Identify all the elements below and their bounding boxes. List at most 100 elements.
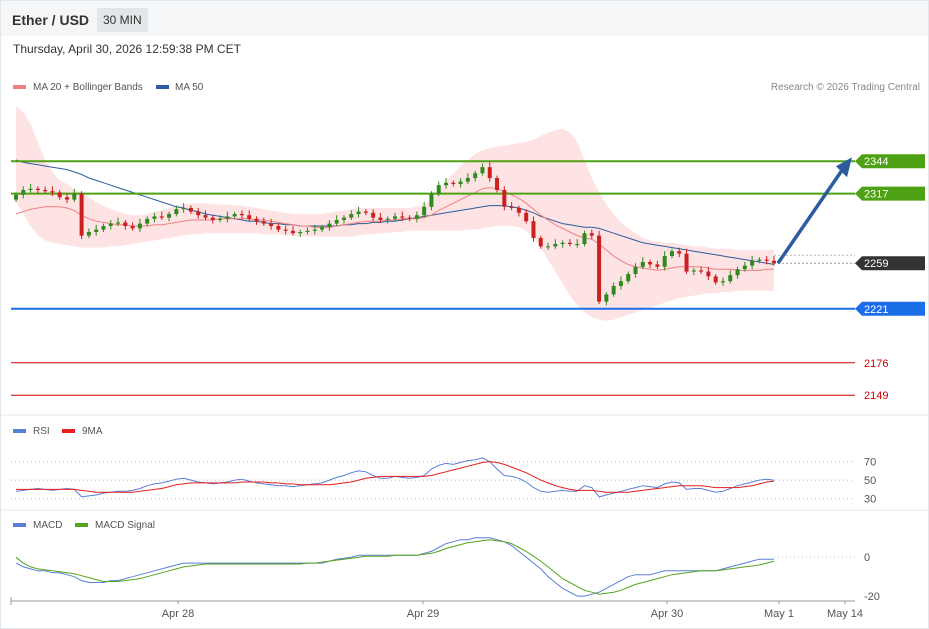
candle-body — [582, 233, 587, 244]
candle-body — [444, 182, 449, 186]
candle-body — [65, 197, 70, 200]
copyright-text: Research © 2026 Trading Central — [771, 82, 920, 93]
candle-body — [720, 281, 725, 283]
candle-body — [611, 286, 616, 295]
candle-body — [290, 230, 295, 234]
legend-label-macd-signal: MACD Signal — [95, 520, 155, 531]
candle-body — [677, 251, 682, 254]
candle-body — [225, 216, 230, 219]
candle-body — [502, 190, 507, 207]
candle-body — [509, 206, 514, 208]
candle-body — [757, 259, 762, 261]
candle-body — [451, 182, 456, 184]
candle-body — [269, 223, 274, 226]
candle-body — [618, 281, 623, 286]
candle-body — [203, 215, 208, 218]
legend-swatch-macd-signal — [75, 523, 88, 527]
legend-swatch-ma20 — [13, 85, 26, 89]
candle-body — [232, 214, 237, 217]
rsi-legend: RSI 9MA — [13, 426, 103, 437]
candle-body — [422, 206, 427, 216]
candle-body — [764, 259, 769, 261]
candle-body — [436, 185, 441, 194]
level-tag-2221 — [855, 301, 925, 316]
candle-body — [123, 222, 128, 226]
candle-body — [356, 211, 361, 214]
candle-body — [145, 218, 150, 224]
candle-body — [524, 212, 529, 222]
rsi-panel: 70 50 30 — [11, 457, 876, 506]
candle-body — [589, 233, 594, 236]
candle-body — [371, 212, 376, 218]
candle-body — [458, 181, 463, 184]
candle-body — [247, 215, 252, 219]
candle-body — [276, 226, 281, 230]
legend-swatch-rsi-ma — [62, 429, 75, 433]
datetime-label: Thursday, April 30, 2026 12:59:38 PM CET — [13, 42, 241, 56]
candle-body — [254, 218, 259, 222]
candle-body — [137, 223, 142, 229]
candle-body — [669, 251, 674, 256]
forecast-arrow-shaft — [776, 169, 844, 265]
candle-body — [546, 246, 551, 248]
legend-swatch-macd — [13, 523, 26, 527]
candle-body — [429, 193, 434, 207]
candle-body — [320, 227, 325, 230]
candle-body — [349, 214, 354, 218]
candle-body — [181, 208, 186, 210]
candle-body — [414, 215, 419, 219]
candle-body — [341, 217, 346, 220]
candle-body — [210, 217, 215, 220]
x-axis-label: Apr 28 — [162, 608, 194, 620]
candle-body — [699, 270, 704, 272]
candle-body — [50, 191, 55, 193]
level-tag-2344 — [855, 154, 925, 169]
forecast-arrow-head — [836, 157, 852, 178]
rsi-tick-label-30: 30 — [864, 494, 876, 506]
candle-body — [108, 223, 113, 226]
candle-body — [72, 193, 77, 200]
candle-body — [196, 211, 201, 216]
candle-body — [772, 260, 776, 264]
level-label-2176: 2176 — [864, 358, 888, 370]
candle-body — [648, 262, 653, 265]
candle-body — [14, 194, 18, 200]
candle-body — [480, 167, 485, 174]
candle-body — [385, 218, 390, 220]
candle-body — [79, 193, 84, 236]
candle-body — [706, 271, 711, 277]
candle-body — [560, 242, 565, 244]
candle-body — [378, 217, 383, 220]
macd-panel: 0 -20 — [15, 537, 880, 603]
candle-body — [21, 190, 26, 195]
x-axis-label: Apr 30 — [651, 608, 683, 620]
price-legend: MA 20 + Bollinger Bands MA 50 — [13, 82, 204, 93]
candle-body — [691, 270, 696, 272]
candle-body — [261, 221, 266, 224]
candle-body — [473, 173, 478, 178]
candle-body — [101, 226, 106, 230]
timeframe-button[interactable]: 30 MIN — [97, 8, 148, 32]
candle-body — [713, 276, 718, 283]
candle-body — [167, 214, 172, 218]
level-label-2221: 2221 — [864, 304, 888, 316]
candle-body — [400, 216, 405, 218]
candle-body — [334, 220, 339, 224]
legend-label-rsi: RSI — [33, 426, 50, 437]
candle-body — [363, 211, 368, 213]
candle-body — [283, 229, 288, 231]
candle-body — [626, 274, 631, 282]
level-label-2149: 2149 — [864, 390, 888, 402]
candle-body — [94, 229, 99, 232]
macd-tick-label--20: -20 — [864, 591, 880, 603]
candle-body — [516, 208, 521, 213]
candle-body — [655, 264, 660, 267]
candle-body — [152, 216, 157, 219]
level-label-2344: 2344 — [864, 156, 888, 168]
level-label-2259: 2259 — [864, 258, 888, 270]
rsi-tick-label-50: 50 — [864, 475, 876, 487]
candle-body — [174, 209, 179, 214]
rsi-ma-line — [16, 461, 775, 493]
candle-body — [35, 188, 40, 190]
